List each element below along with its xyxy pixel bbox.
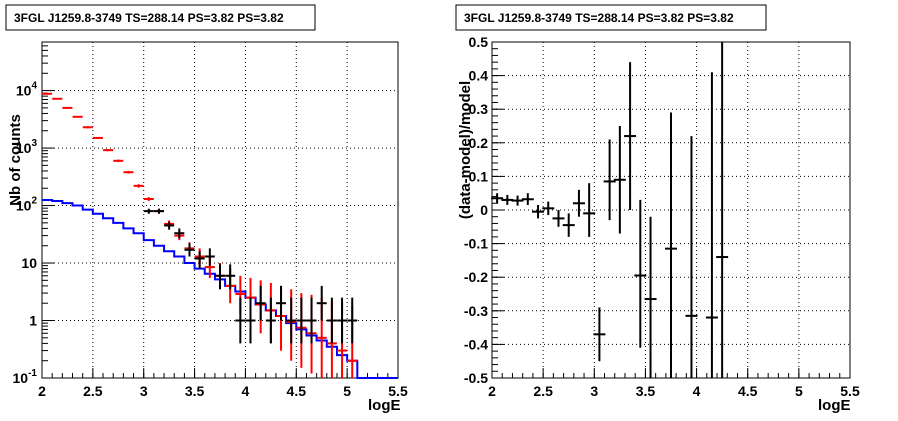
right-y-tick-label: -0.5 bbox=[464, 370, 488, 386]
left-x-tick-label: 5 bbox=[343, 383, 351, 399]
left-y-tick-label: 10-1 bbox=[13, 368, 38, 386]
left-data-points bbox=[143, 208, 358, 344]
right-y-tick-label: -0.3 bbox=[464, 303, 488, 319]
left-model-histogram bbox=[42, 198, 398, 379]
left-plot-frame bbox=[41, 41, 399, 379]
left-title-box bbox=[5, 4, 316, 31]
right-x-tick-label: 5.5 bbox=[840, 383, 860, 399]
left-x-tick-label: 5.5 bbox=[388, 383, 408, 399]
right-x-tick-label: 2.5 bbox=[533, 383, 553, 399]
left-y-tick-label: 104 bbox=[16, 81, 38, 99]
right-x-tick-label: 3.5 bbox=[636, 383, 656, 399]
left-title: 3FGL J1259.8-3749 TS=288.14 PS=3.82 PS=3… bbox=[14, 11, 284, 25]
left-y-tick-label: 103 bbox=[16, 138, 38, 156]
right-x-tick-label: 4 bbox=[693, 383, 701, 399]
right-y-axis-label: (data-model)/model bbox=[457, 81, 474, 219]
right-title-box bbox=[455, 4, 767, 31]
right-residual-points bbox=[491, 42, 729, 378]
right-y-tick-label: -0.2 bbox=[464, 269, 488, 285]
right-x-tick-label: 5 bbox=[795, 383, 803, 399]
left-y-tick-label: 10 bbox=[21, 255, 37, 271]
right-title: 3FGL J1259.8-3749 TS=288.14 PS=3.82 PS=3… bbox=[464, 11, 734, 25]
right-panel: 3FGL J1259.8-3749 TS=288.14 PS=3.82 PS=3… bbox=[455, 4, 860, 414]
left-y-tick-label: 1 bbox=[29, 313, 37, 329]
left-x-ticks: 2 2.5 3 3.5 4 4.5 5 5.5 bbox=[38, 368, 408, 399]
left-x-tick-label: 3.5 bbox=[185, 383, 205, 399]
left-model-histogram-line bbox=[42, 198, 398, 379]
right-y-tick-label: 0.2 bbox=[469, 135, 489, 151]
right-y-tick-label: 0.1 bbox=[469, 168, 489, 184]
right-y-tick-label: 0.5 bbox=[469, 34, 489, 50]
left-y-tick-label: 102 bbox=[16, 196, 38, 214]
right-x-tick-label: 3 bbox=[590, 383, 598, 399]
right-x-tick-label: 2 bbox=[488, 383, 496, 399]
left-x-axis-label: logE bbox=[368, 397, 401, 414]
right-x-ticks: 2 2.5 3 3.5 4 4.5 5 5.5 bbox=[488, 368, 860, 399]
right-y-ticks: -0.5 -0.4 -0.3 -0.2 -0.1 0 0.1 0.2 0.3 0.4 0.5 bbox=[464, 34, 504, 386]
left-y-ticks: 10-1 1 10 102 103 104 bbox=[13, 41, 54, 386]
left-x-tick-label: 2 bbox=[38, 383, 46, 399]
right-x-axis-label: logE bbox=[818, 397, 851, 414]
right-y-tick-label: 0.4 bbox=[469, 68, 489, 84]
right-y-tick-label: 0 bbox=[480, 202, 488, 218]
left-grid bbox=[42, 42, 398, 378]
right-y-tick-label: -0.4 bbox=[464, 336, 488, 352]
left-x-tick-label: 2.5 bbox=[83, 383, 103, 399]
left-x-tick-label: 4.5 bbox=[287, 383, 307, 399]
left-x-tick-label: 3 bbox=[140, 383, 148, 399]
left-x-tick-label: 4 bbox=[242, 383, 250, 399]
right-y-tick-label: -0.1 bbox=[464, 236, 488, 252]
left-y-axis-label: Nb of counts bbox=[7, 114, 24, 206]
left-panel: 3FGL J1259.8-3749 TS=288.14 PS=3.82 PS=3… bbox=[5, 4, 408, 414]
right-x-tick-label: 4.5 bbox=[738, 383, 758, 399]
right-grid bbox=[492, 42, 850, 378]
right-y-tick-label: 0.3 bbox=[469, 101, 489, 117]
